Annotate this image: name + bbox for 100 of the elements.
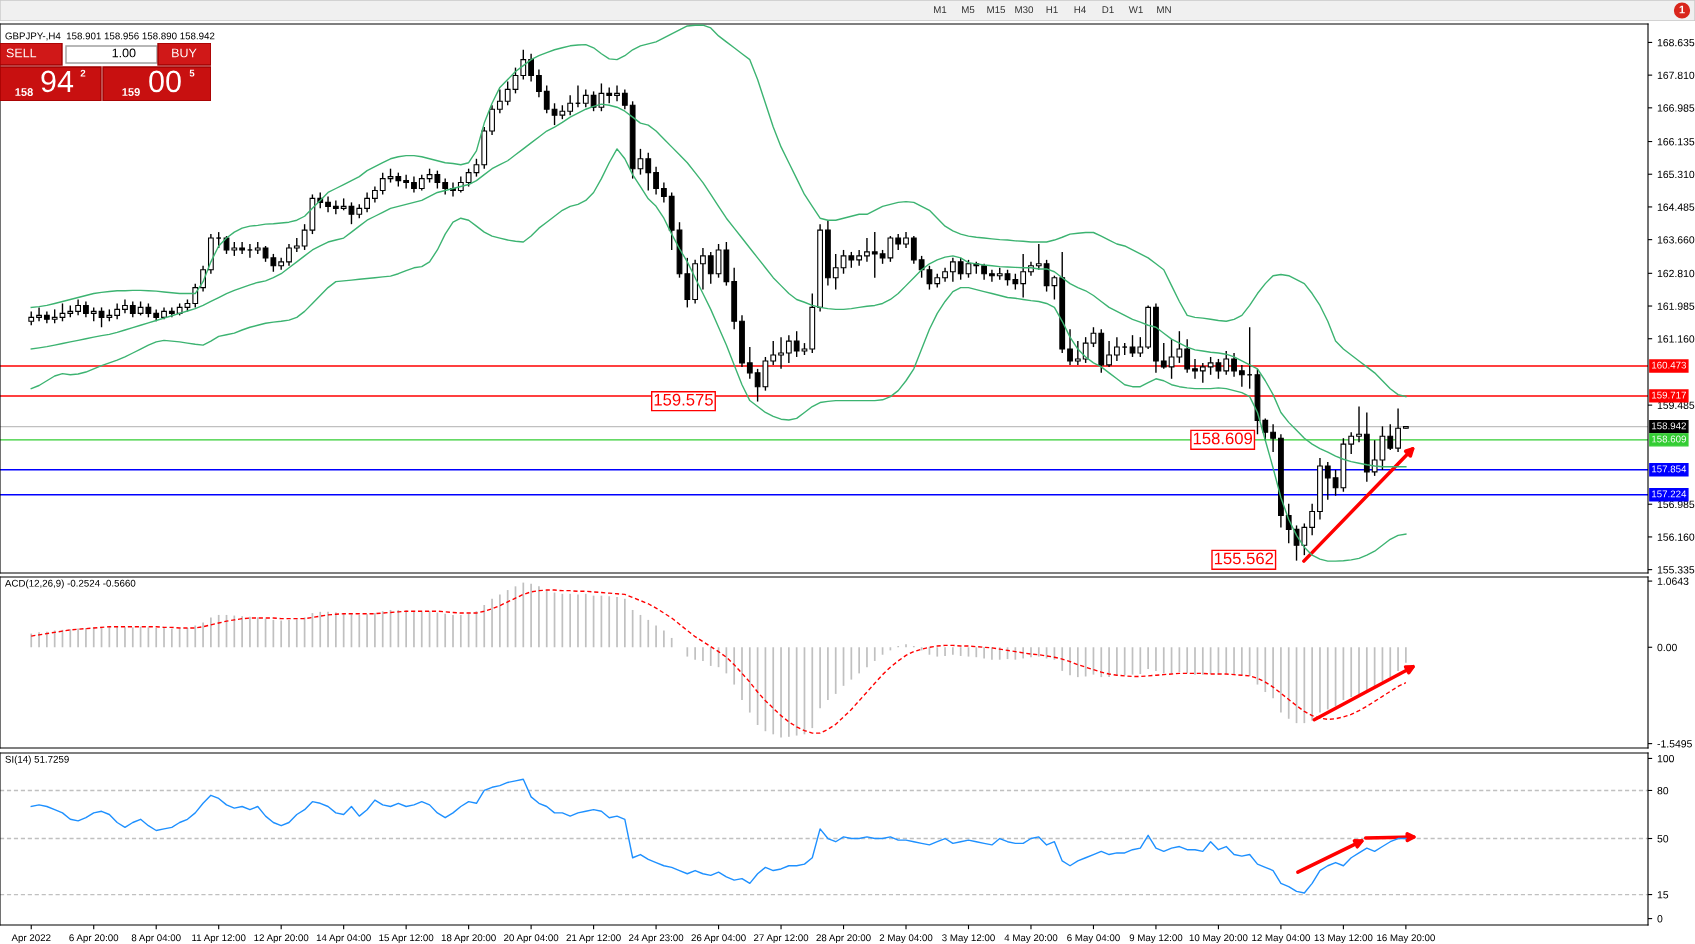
candlestick <box>871 231 878 279</box>
x-tick-label: 8 Apr 04:00 <box>131 934 181 944</box>
x-tick-label: 9 May 12:00 <box>1129 934 1183 944</box>
candlestick <box>1223 350 1230 376</box>
annotation: 159.575 <box>654 393 713 406</box>
y-tick-label: 167.810 <box>1657 71 1695 80</box>
text: W1 <box>1128 6 1143 14</box>
candlestick <box>653 166 659 196</box>
candlestick <box>543 84 550 114</box>
candlestick <box>1348 431 1355 455</box>
candlestick <box>1074 340 1081 366</box>
x-tick-label: 2 May 04:00 <box>879 934 933 944</box>
text: GBPJPY-,H4 158.901 158.956 158.890 158.942 <box>5 32 215 41</box>
candlestick <box>1199 362 1206 384</box>
x-tick-label: 14 Apr 04:00 <box>316 934 371 944</box>
candlestick <box>1020 253 1027 299</box>
candlestick <box>1113 336 1120 362</box>
candlestick <box>989 269 995 283</box>
ref-line-label: 158.609 <box>1652 435 1686 443</box>
y-tick-label: 15 <box>1657 891 1669 899</box>
ref-line-label: 158.942 <box>1652 422 1686 430</box>
y-tick-label: 100 <box>1657 754 1674 763</box>
candlestick <box>1231 352 1237 378</box>
y-tick-label: 165.310 <box>1657 170 1695 179</box>
candlestick <box>1387 423 1394 451</box>
text: M5 <box>962 6 975 14</box>
candlestick <box>746 346 753 380</box>
text: 1 <box>1679 5 1685 14</box>
candlestick <box>379 171 386 196</box>
ref-line-label: 157.854 <box>1652 465 1687 473</box>
chart-title: ACD(12,26,9) -0.2524 -0.5660 <box>4 579 136 589</box>
text: M15 <box>987 6 1006 14</box>
text: D1 <box>1102 6 1114 14</box>
annotation: BUY <box>172 48 197 58</box>
candlestick <box>239 241 246 255</box>
y-tick-label: 156.985 <box>1657 500 1695 509</box>
candlestick <box>1270 423 1276 453</box>
y-tick-label: 50 <box>1657 835 1669 843</box>
candlestick <box>496 88 503 114</box>
text: M1 <box>934 6 947 14</box>
y-tick-label: 161.160 <box>1657 335 1695 343</box>
ref-line-label: 157.224 <box>1652 490 1687 498</box>
candlestick <box>700 247 706 291</box>
candlestick <box>520 49 527 81</box>
x-tick-label: 20 Apr 04:00 <box>504 934 559 944</box>
annotation: 1.00 <box>112 48 136 58</box>
x-tick-label: 26 Apr 04:00 <box>691 934 746 944</box>
candlestick <box>785 334 792 364</box>
candlestick <box>832 253 839 291</box>
y-tick-label: 80 <box>1657 786 1669 795</box>
y-tick-label: 159.485 <box>1657 401 1695 410</box>
x-tick-label: 24 Apr 23:00 <box>629 934 684 944</box>
candlestick <box>949 257 956 283</box>
candlestick <box>1184 338 1191 374</box>
y-tick-label: 168.635 <box>1657 38 1695 47</box>
candlestick <box>489 104 495 136</box>
text: H1 <box>1046 6 1058 14</box>
candlestick <box>36 306 42 322</box>
annotation: 00 <box>149 70 181 93</box>
annotation: 158 <box>15 88 33 96</box>
line-series <box>30 589 1407 734</box>
x-tick-label: 3 May 12:00 <box>942 934 995 944</box>
x-tick-label: Apr 2022 <box>11 934 51 944</box>
candlestick <box>528 53 535 83</box>
candlestick <box>910 235 917 265</box>
x-tick-label: 27 Apr 12:00 <box>753 934 809 944</box>
annotation: 5 <box>189 69 195 77</box>
y-tick-label: 166.985 <box>1657 104 1695 112</box>
y-tick-label: 0.00 <box>1657 643 1677 652</box>
candlestick <box>1035 243 1042 271</box>
candlestick <box>1324 461 1331 501</box>
x-tick-label: 18 Apr 20:00 <box>441 934 496 944</box>
candlestick <box>536 68 542 99</box>
candlestick <box>660 181 667 204</box>
candlestick <box>621 88 628 110</box>
candlestick <box>614 84 620 102</box>
y-tick-label: 162.810 <box>1657 269 1695 278</box>
candlestick <box>1238 364 1245 388</box>
x-tick-label: 21 Apr 12:00 <box>566 934 621 944</box>
annotation: 155.562 <box>1214 552 1274 565</box>
candlestick <box>286 243 292 267</box>
candlestick <box>770 340 777 366</box>
y-tick-label: 163.660 <box>1657 236 1695 244</box>
y-tick-label: 166.135 <box>1657 138 1695 146</box>
candlestick <box>403 173 410 190</box>
candlestick <box>1356 405 1362 443</box>
x-tick-label: 6 Apr 20:00 <box>69 934 119 944</box>
annotation: 2 <box>80 69 86 77</box>
ref-line-label: 159.717 <box>1652 391 1686 399</box>
text: MN <box>1157 6 1171 14</box>
x-tick-label: 16 May 20:00 <box>1377 934 1435 944</box>
text: H4 <box>1074 6 1086 14</box>
candlestick <box>856 249 863 267</box>
annotation: SELL <box>6 48 37 58</box>
candlestick <box>122 298 128 315</box>
y-tick-label: -1.5495 <box>1657 740 1692 748</box>
candlestick <box>645 152 652 192</box>
candlestick <box>332 199 339 215</box>
y-tick-label: 164.485 <box>1657 203 1695 211</box>
y-tick-label: 1.0643 <box>1657 577 1689 585</box>
